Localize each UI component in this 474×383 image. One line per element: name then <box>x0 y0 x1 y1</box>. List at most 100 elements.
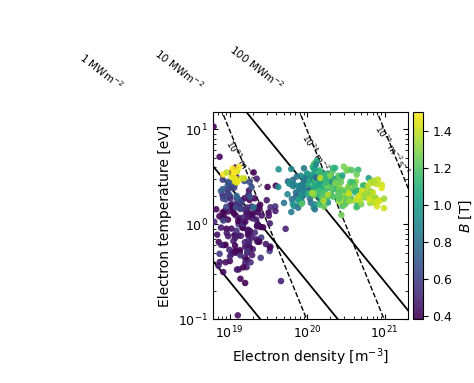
Point <box>317 178 324 185</box>
Point <box>294 205 302 211</box>
Point <box>329 194 337 200</box>
Point <box>319 185 327 191</box>
Point <box>218 242 225 248</box>
Point <box>231 243 239 249</box>
Point <box>306 196 314 202</box>
Point <box>364 193 371 199</box>
Point <box>296 185 304 191</box>
Point <box>275 166 283 172</box>
Point <box>240 214 247 220</box>
Point <box>247 259 255 265</box>
Point <box>374 198 382 204</box>
Point <box>313 158 320 164</box>
Point <box>337 175 345 181</box>
Point <box>257 255 264 261</box>
Point <box>341 201 348 208</box>
Point <box>245 192 253 198</box>
Point <box>323 183 331 190</box>
Point <box>230 204 238 210</box>
Point <box>253 236 260 242</box>
Point <box>343 200 350 206</box>
Point <box>320 180 328 186</box>
Point <box>366 194 374 200</box>
Point <box>297 192 305 198</box>
Point <box>315 187 323 193</box>
Point <box>327 172 335 178</box>
Point <box>295 201 303 208</box>
Point <box>244 232 252 238</box>
Point <box>367 179 374 185</box>
Point <box>322 176 330 182</box>
Point <box>371 194 378 200</box>
Point <box>315 180 322 186</box>
Point <box>339 197 347 203</box>
Point <box>234 196 242 202</box>
Point <box>234 218 242 224</box>
Point <box>304 172 311 178</box>
Point <box>359 182 367 188</box>
Point <box>266 220 273 226</box>
Point <box>229 165 237 172</box>
Point <box>288 209 295 215</box>
Point <box>365 196 373 202</box>
Point <box>220 242 228 248</box>
Point <box>357 201 365 207</box>
Point <box>324 184 331 190</box>
Point <box>231 178 239 185</box>
Point <box>310 161 318 167</box>
Point <box>364 187 372 193</box>
Point <box>380 196 388 202</box>
Point <box>321 177 329 183</box>
Point <box>355 195 362 201</box>
Point <box>353 196 360 203</box>
Point <box>242 260 249 266</box>
Point <box>254 221 262 228</box>
Point <box>228 251 235 257</box>
Point <box>256 224 264 230</box>
Point <box>299 181 307 187</box>
Point <box>309 188 316 195</box>
Point <box>233 228 240 234</box>
Point <box>310 173 317 180</box>
Point <box>240 175 248 182</box>
Point <box>255 239 263 245</box>
Point <box>241 280 249 286</box>
Point <box>301 180 308 186</box>
Point <box>253 216 260 223</box>
Point <box>231 203 238 209</box>
Point <box>246 245 254 251</box>
Point <box>327 192 335 198</box>
Point <box>312 162 320 168</box>
Point <box>263 197 271 203</box>
Point <box>324 185 332 191</box>
Point <box>243 210 251 216</box>
Point <box>310 205 318 211</box>
Point <box>345 183 353 189</box>
Point <box>314 183 321 189</box>
Point <box>324 174 332 180</box>
Point <box>253 223 261 229</box>
Point <box>318 171 326 177</box>
Point <box>378 185 385 191</box>
Point <box>320 204 328 210</box>
Point <box>322 180 330 186</box>
Y-axis label: $B$ [T]: $B$ [T] <box>458 199 474 233</box>
Point <box>367 189 375 195</box>
Point <box>219 192 227 198</box>
Point <box>284 178 292 185</box>
Point <box>219 218 227 224</box>
Text: 10$^{25}$ m$^{-2}$s$^{-1}$: 10$^{25}$ m$^{-2}$s$^{-1}$ <box>372 122 412 177</box>
Point <box>228 170 236 176</box>
Point <box>361 194 369 200</box>
Point <box>222 196 229 203</box>
Point <box>324 200 332 206</box>
Point <box>242 207 249 213</box>
Point <box>355 188 362 194</box>
Text: 10$^{23}$ m$^{-2}$s$^{-1}$: 10$^{23}$ m$^{-2}$s$^{-1}$ <box>223 137 264 192</box>
Point <box>210 124 218 130</box>
Point <box>317 175 324 181</box>
Point <box>250 209 258 215</box>
Point <box>219 216 227 222</box>
Point <box>305 182 312 188</box>
Point <box>310 164 318 170</box>
